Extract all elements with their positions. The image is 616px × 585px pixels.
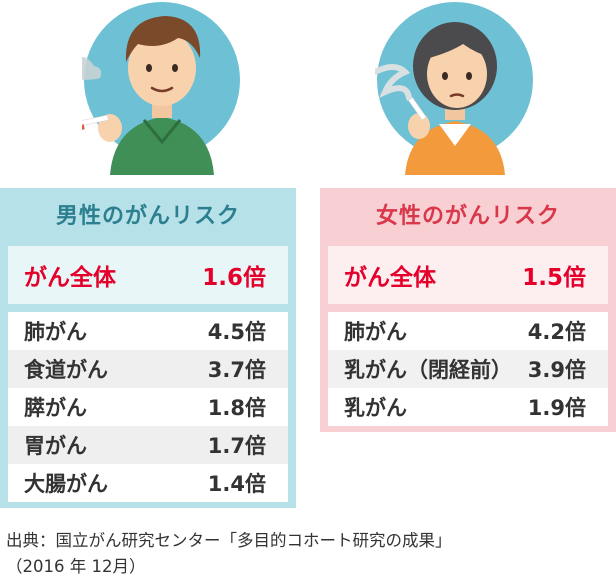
- risk-value: 1.4倍: [207, 472, 266, 496]
- female-overall-row: がん全体 1.5倍: [328, 246, 608, 304]
- female-cancer-risk-panel: 女性のがんリスク がん全体 1.5倍 肺がん 4.2倍 乳がん（閉経前） 3.9…: [320, 188, 616, 432]
- risk-value: 3.9倍: [527, 358, 586, 382]
- risk-value: 1.9倍: [527, 396, 586, 420]
- male-panel-title: 男性のがんリスク: [55, 204, 240, 229]
- source-line-2: （2016 年 12月）: [6, 557, 146, 576]
- male-cancer-risk-panel: 男性のがんリスク がん全体 1.6倍 肺がん 4.5倍 食道がん 3.7倍 膵が…: [0, 188, 296, 508]
- risk-row-esophagus: 食道がん 3.7倍: [8, 350, 288, 388]
- male-overall-row: がん全体 1.6倍: [8, 246, 288, 304]
- male-overall-label: がん全体: [24, 265, 116, 291]
- risk-label: 肺がん: [344, 320, 407, 344]
- risk-row-stomach: 胃がん 1.7倍: [8, 426, 288, 464]
- risk-row-breast-premenopausal: 乳がん（閉経前） 3.9倍: [328, 350, 608, 388]
- risk-row-lung: 肺がん 4.5倍: [8, 312, 288, 350]
- risk-label: 肺がん: [24, 320, 87, 344]
- risk-value: 3.7倍: [207, 358, 266, 382]
- risk-value: 1.7倍: [207, 434, 266, 458]
- male-risk-list: 肺がん 4.5倍 食道がん 3.7倍 膵がん 1.8倍 胃がん 1.7倍 大腸が…: [8, 312, 288, 502]
- risk-row-colorectal: 大腸がん 1.4倍: [8, 464, 288, 502]
- source-citation: 出典：国立がん研究センター「多目的コホート研究の成果」 （2016 年 12月）: [6, 528, 612, 580]
- female-panel-title: 女性のがんリスク: [375, 204, 560, 229]
- risk-row-breast: 乳がん 1.9倍: [328, 388, 608, 426]
- risk-row-lung: 肺がん 4.2倍: [328, 312, 608, 350]
- male-overall-value: 1.6倍: [202, 265, 266, 291]
- risk-value: 4.2倍: [527, 320, 586, 344]
- source-line-1: 出典：国立がん研究センター「多目的コホート研究の成果」: [6, 531, 452, 550]
- risk-row-pancreas: 膵がん 1.8倍: [8, 388, 288, 426]
- female-overall-value: 1.5倍: [522, 265, 586, 291]
- risk-label: 食道がん: [24, 358, 108, 382]
- risk-label: 乳がん: [344, 396, 407, 420]
- risk-label: 膵がん: [24, 396, 87, 420]
- risk-value: 4.5倍: [207, 320, 266, 344]
- risk-label: 大腸がん: [24, 472, 108, 496]
- female-risk-list: 肺がん 4.2倍 乳がん（閉経前） 3.9倍 乳がん 1.9倍: [328, 312, 608, 426]
- female-overall-label: がん全体: [344, 265, 436, 291]
- male-smoker-illustration: [42, 0, 242, 175]
- female-smoker-illustration: [372, 0, 535, 175]
- risk-label: 乳がん（閉経前）: [344, 358, 512, 382]
- risk-value: 1.8倍: [207, 396, 266, 420]
- risk-label: 胃がん: [24, 434, 87, 458]
